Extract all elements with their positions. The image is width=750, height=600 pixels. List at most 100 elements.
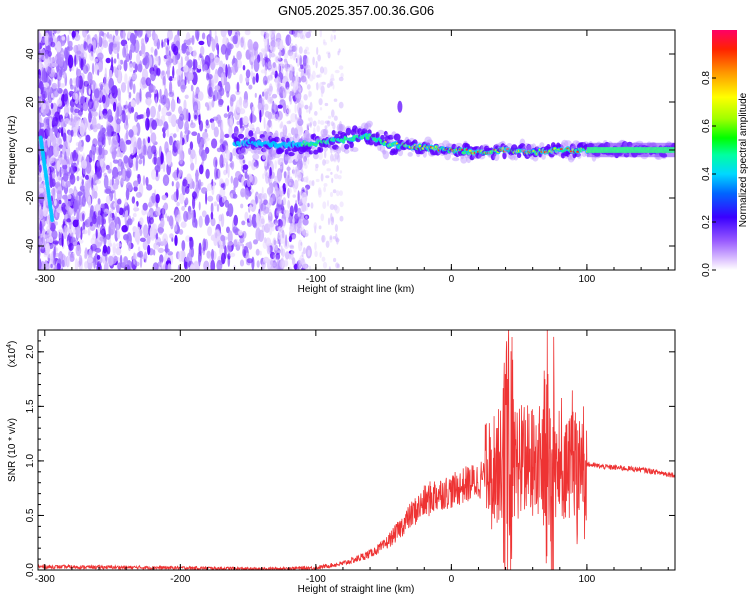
spectrogram-cell xyxy=(185,197,189,205)
spectrogram-cell xyxy=(127,80,130,94)
spectrogram-cell xyxy=(290,65,296,72)
spectrogram-cell xyxy=(248,130,254,137)
spectrogram-cell xyxy=(212,90,219,102)
spectrogram-cell xyxy=(198,253,201,267)
spectrogram-cell xyxy=(113,255,118,262)
spectrogram-cell xyxy=(300,169,304,178)
spectrogram-cell xyxy=(61,259,65,268)
spectrogram-cell xyxy=(183,42,187,52)
spectrogram-cell xyxy=(300,64,304,70)
spectrogram-cell xyxy=(230,160,235,170)
spectrogram-cell xyxy=(272,62,276,69)
spectrogram-cell xyxy=(140,76,146,85)
spectrogram-cell xyxy=(273,254,276,260)
spectrogram-cell xyxy=(131,196,136,204)
spectrogram-cell xyxy=(91,84,94,91)
spectrogram-cell xyxy=(165,213,168,219)
spectrogram-cell xyxy=(97,198,101,205)
spectrogram-cell xyxy=(63,225,68,240)
spectrogram-cell xyxy=(67,226,72,237)
spectrogram-cell xyxy=(287,159,293,164)
spectrogram-cell xyxy=(184,94,189,100)
spectrogram-cell xyxy=(58,78,61,88)
spectrogram-cell xyxy=(452,157,460,162)
spectrogram-cell xyxy=(198,242,202,257)
spectrogram-cell xyxy=(184,120,190,133)
spectrogram-cell xyxy=(201,210,207,218)
spectrogram-cell xyxy=(135,191,142,198)
spectrogram-cell xyxy=(184,55,190,62)
spectrogram-cell xyxy=(116,198,122,205)
spectrogram-cell xyxy=(277,116,280,123)
spectrogram-xlabel: Height of straight line (km) xyxy=(298,284,415,295)
spectrogram-cell xyxy=(302,194,307,198)
spectrogram-cell xyxy=(41,69,47,83)
spectrogram-cell xyxy=(305,175,309,184)
spectrogram-cell xyxy=(183,210,189,222)
spectrogram-cell xyxy=(107,109,113,123)
spectrogram-cell xyxy=(132,252,136,265)
spectrogram-cell xyxy=(290,127,296,136)
spectrogram-cell xyxy=(113,190,117,201)
spectrogram-cell xyxy=(310,202,314,209)
spectrogram-cell xyxy=(251,106,256,112)
spectrogram-cell xyxy=(150,234,155,241)
spectrogram-cell xyxy=(132,226,137,233)
spectrogram-cell xyxy=(43,205,47,215)
spectrogram-cell xyxy=(216,203,220,212)
spectrogram-cell xyxy=(166,111,172,117)
spectrogram-cell xyxy=(109,69,113,79)
spectrogram-cell xyxy=(94,88,100,99)
spectrogram-cell xyxy=(287,66,290,72)
spectrogram-cell xyxy=(292,194,296,198)
spectrogram-cell xyxy=(109,161,113,171)
spectrogram-cell xyxy=(324,151,327,159)
spectrogram-cell xyxy=(139,217,144,226)
spectrogram-cell xyxy=(92,214,97,225)
spectrogram-cell xyxy=(294,43,298,53)
spectrogram-cell xyxy=(38,42,43,50)
spectrogram-cell xyxy=(82,65,89,74)
spectrogram-cell xyxy=(177,98,181,104)
spectrogram-cell xyxy=(50,217,55,223)
spectrogram-cell xyxy=(139,256,143,268)
spectrogram-cell xyxy=(207,226,213,237)
spectrogram-cell xyxy=(164,248,170,253)
spectrogram-cell xyxy=(85,134,91,143)
spectrogram-cell xyxy=(163,121,169,131)
spectrogram-cell xyxy=(302,261,307,269)
spectrogram-cell xyxy=(153,33,159,44)
spectrogram-cell xyxy=(129,63,134,73)
spectrogram-cell xyxy=(75,227,81,239)
spectrogram-cell xyxy=(254,92,257,98)
spectrogram-cell xyxy=(165,261,168,270)
snr-multiplier-text: (x10 xyxy=(7,347,18,367)
spectrogram-cell xyxy=(303,31,308,35)
spectrogram-cell xyxy=(61,160,67,166)
spectrogram-cell xyxy=(220,44,227,55)
spectrogram-cell xyxy=(66,163,70,173)
spectrogram-cell xyxy=(117,69,122,83)
spectrogram-cell xyxy=(162,75,166,86)
spectrogram-cell xyxy=(139,88,142,102)
spectrogram-cell xyxy=(170,218,174,230)
spectrogram-cell xyxy=(75,244,82,257)
spectrogram-cell xyxy=(275,240,280,244)
spectrogram-cell xyxy=(123,155,129,164)
spectrogram-cell xyxy=(270,175,273,184)
spectrogram-cell xyxy=(51,230,58,240)
spectrogram-cell xyxy=(319,120,325,125)
spectrogram-cell xyxy=(233,239,238,247)
spectrogram-cell xyxy=(289,97,293,105)
spectrogram-cell xyxy=(114,35,120,42)
spectrogram-cell xyxy=(133,202,138,213)
spectrogram-cell xyxy=(97,52,104,61)
spectrogram-cell xyxy=(140,38,145,47)
spectrogram-cell xyxy=(157,247,164,254)
spectrogram-cell xyxy=(242,164,249,170)
colorbar-tick-label: 0.6 xyxy=(701,119,712,133)
spectrogram-cell xyxy=(54,221,58,226)
spectrogram-cell xyxy=(261,136,267,142)
spectrogram-cell xyxy=(312,120,317,127)
spectrogram-cell xyxy=(282,90,285,99)
